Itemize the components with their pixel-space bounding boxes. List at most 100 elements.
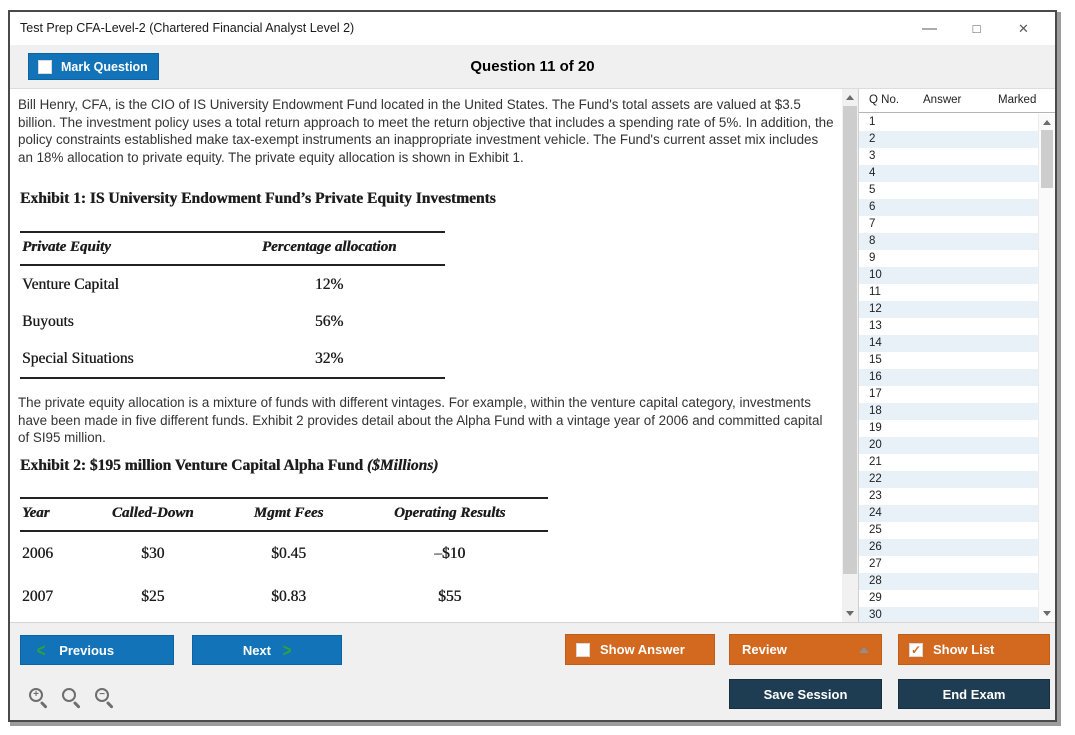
exhibit-column-header: Called-Down: [79, 498, 226, 532]
exhibit-row: Venture Capital 12%: [22, 276, 344, 293]
window-title: Test Prep CFA-Level-2 (Chartered Financi…: [20, 21, 355, 35]
question-list-row[interactable]: 11: [869, 286, 881, 298]
scroll-down-icon[interactable]: [846, 611, 854, 616]
question-list-row[interactable]: 8: [859, 233, 1038, 250]
title-bar: Test Prep CFA-Level-2 (Chartered Financi…: [10, 12, 1055, 45]
show-list-button[interactable]: ✓ Show List: [898, 634, 1050, 665]
maximize-icon[interactable]: □: [972, 21, 981, 36]
question-list-row[interactable]: 30: [859, 607, 1038, 622]
exhibit1-table: Private Equity Percentage allocation Vent…: [20, 231, 445, 379]
end-exam-button[interactable]: End Exam: [898, 679, 1050, 709]
exhibit2-header-row: Year Called-Down Mgmt Fees Operating Result…: [20, 498, 548, 532]
question-list-header: Q No. Answer Marked: [859, 89, 1055, 113]
question-paragraph-1: Bill Henry, CFA, is the CIO of IS Univer…: [18, 97, 834, 165]
question-list-row[interactable]: 15: [869, 354, 882, 366]
question-list-row[interactable]: 17: [869, 388, 882, 400]
exhibit-column-header: Percentage allocation: [213, 232, 445, 266]
show-answer-checkbox[interactable]: [576, 642, 590, 657]
column-answer: Answer: [923, 94, 962, 106]
exhibit-row: 2006 $30 $0.45 –$10: [22, 545, 466, 562]
chevron-left-icon: <: [36, 639, 46, 661]
header-bar: Mark Question Question 11 of 20: [10, 45, 1055, 89]
question-list-row[interactable]: 24: [859, 505, 1038, 522]
exhibit-column-header: Private Equity: [20, 232, 214, 266]
question-list-row[interactable]: 10: [859, 267, 1038, 284]
question-list-row[interactable]: 2: [859, 131, 1038, 148]
review-dropdown[interactable]: Review: [729, 634, 882, 665]
question-list-row[interactable]: 3: [869, 150, 876, 162]
previous-button[interactable]: < Previous: [20, 635, 174, 665]
exhibit-row: 2007 $25 $0.83 $55: [22, 588, 462, 605]
exhibit-column-header: Mgmt Fees: [225, 498, 352, 532]
exhibit-row: Buyouts 56%: [22, 313, 344, 330]
close-icon[interactable]: ✕: [1018, 20, 1029, 36]
zoom-reset-icon[interactable]: [61, 687, 85, 711]
exhibit-row: Special Situations 32%: [22, 350, 344, 367]
mark-question-label: Mark Question: [61, 59, 148, 74]
footer-bar: < Previous Next > Show Answer Review ✓ S…: [10, 622, 1055, 720]
question-list-row[interactable]: 16: [859, 369, 1038, 386]
question-list-row[interactable]: 9: [869, 252, 876, 264]
show-answer-label: Show Answer: [600, 642, 685, 657]
question-list-row[interactable]: 23: [869, 490, 882, 502]
question-list-row[interactable]: 22: [859, 471, 1038, 488]
mark-question-button[interactable]: Mark Question: [28, 53, 159, 80]
question-list-row[interactable]: 19: [869, 422, 882, 434]
column-marked: Marked: [998, 94, 1037, 106]
scroll-up-icon[interactable]: [846, 95, 854, 100]
question-list-row[interactable]: 28: [859, 573, 1038, 590]
content-scrollbar-thumb[interactable]: [843, 106, 857, 574]
question-list-row[interactable]: 12: [859, 301, 1038, 318]
question-list-row[interactable]: 18: [859, 403, 1038, 420]
question-list-row[interactable]: 14: [859, 335, 1038, 352]
chevron-right-icon: >: [282, 639, 292, 661]
save-session-button[interactable]: Save Session: [729, 679, 882, 709]
exhibit-column-header: Year: [20, 498, 80, 532]
show-list-checkbox[interactable]: ✓: [909, 642, 923, 657]
question-list-row[interactable]: 27: [869, 558, 882, 570]
zoom-in-icon[interactable]: +: [28, 687, 52, 711]
question-list-row[interactable]: 4: [859, 165, 1038, 182]
exhibit2-title-note: ($Millions): [366, 457, 439, 474]
exhibit2-table: Year Called-Down Mgmt Fees Operating Result…: [20, 497, 548, 618]
question-list-row[interactable]: 25: [869, 524, 882, 536]
question-list-row[interactable]: 29: [869, 592, 882, 604]
question-list-row[interactable]: 26: [859, 539, 1038, 556]
question-list-row[interactable]: 7: [869, 218, 876, 230]
next-button[interactable]: Next >: [192, 635, 342, 665]
zoom-out-icon[interactable]: −: [94, 687, 118, 711]
exhibit1-title: Exhibit 1: IS University Endowment Fund’…: [20, 190, 496, 207]
minimize-icon[interactable]: —: [922, 20, 937, 37]
question-list: 1 2 3 4 5 6 7 8 9 10 11 12 13 14 15 16 17 18 19 20 21 22 23 24 2…: [859, 114, 1038, 622]
zoom-tools: + −: [28, 687, 118, 711]
exhibit1-header-row: Private Equity Percentage allocation: [20, 232, 445, 266]
question-paragraph-2: The private equity allocation is a mixtu…: [18, 395, 823, 445]
window-controls: — □ ✕: [906, 12, 1047, 45]
sidebar-scrollbar[interactable]: [1038, 114, 1055, 622]
question-list-panel: Q No. Answer Marked 1 2 3 4 5 6 7 8 9 10 11 12 13 14 1…: [858, 89, 1055, 622]
exhibit-column-header: Operating Results: [351, 498, 548, 532]
show-list-label: Show List: [933, 642, 995, 657]
mark-question-checkbox[interactable]: [38, 59, 52, 74]
question-list-row[interactable]: 6: [859, 199, 1038, 216]
end-exam-label: End Exam: [942, 686, 1006, 702]
review-label: Review: [742, 642, 787, 657]
next-label: Next: [242, 642, 271, 658]
question-list-row[interactable]: 1: [869, 116, 876, 128]
save-session-label: Save Session: [763, 686, 848, 702]
question-list-row[interactable]: 13: [869, 320, 882, 332]
question-list-row[interactable]: 21: [869, 456, 882, 468]
scroll-up-icon[interactable]: [1043, 120, 1051, 125]
previous-label: Previous: [59, 642, 115, 658]
content-scrollbar[interactable]: [842, 89, 858, 622]
question-content: Bill Henry, CFA, is the CIO of IS Univer…: [10, 89, 842, 622]
scroll-down-icon[interactable]: [1043, 611, 1051, 616]
show-answer-button[interactable]: Show Answer: [565, 634, 715, 665]
sidebar-scrollbar-thumb[interactable]: [1041, 130, 1053, 188]
exhibit2-title: Exhibit 2: $195 million Venture Capital …: [20, 457, 439, 474]
question-list-row[interactable]: 20: [859, 437, 1038, 454]
dropdown-arrow-icon: [859, 647, 869, 653]
app-window: Test Prep CFA-Level-2 (Chartered Financi…: [8, 10, 1057, 722]
question-counter: Question 11 of 20: [470, 58, 595, 75]
question-list-row[interactable]: 5: [869, 184, 876, 196]
